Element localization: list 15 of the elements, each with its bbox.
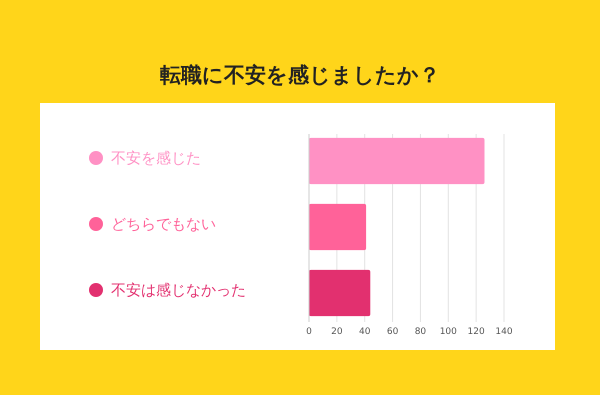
x-tick-label: 100 — [440, 327, 458, 337]
chart-title: 転職に不安を感じましたか？ — [160, 63, 440, 87]
y-tick-label: どちらでもない — [111, 215, 216, 233]
x-tick-label: 20 — [331, 327, 343, 337]
y-tick-label: 不安を感じた — [111, 149, 201, 167]
x-tick-label: 40 — [358, 327, 371, 337]
x-tick-label: 120 — [468, 327, 485, 337]
x-tick-label: 0 — [306, 327, 312, 337]
x-tick-label: 140 — [495, 327, 513, 337]
x-tick-label: 60 — [386, 327, 399, 337]
y-tick-label: 不安は感じなかった — [111, 281, 246, 299]
bar — [309, 138, 484, 184]
x-tick-label: 80 — [414, 327, 426, 337]
bar — [309, 204, 366, 250]
bar — [309, 270, 370, 316]
